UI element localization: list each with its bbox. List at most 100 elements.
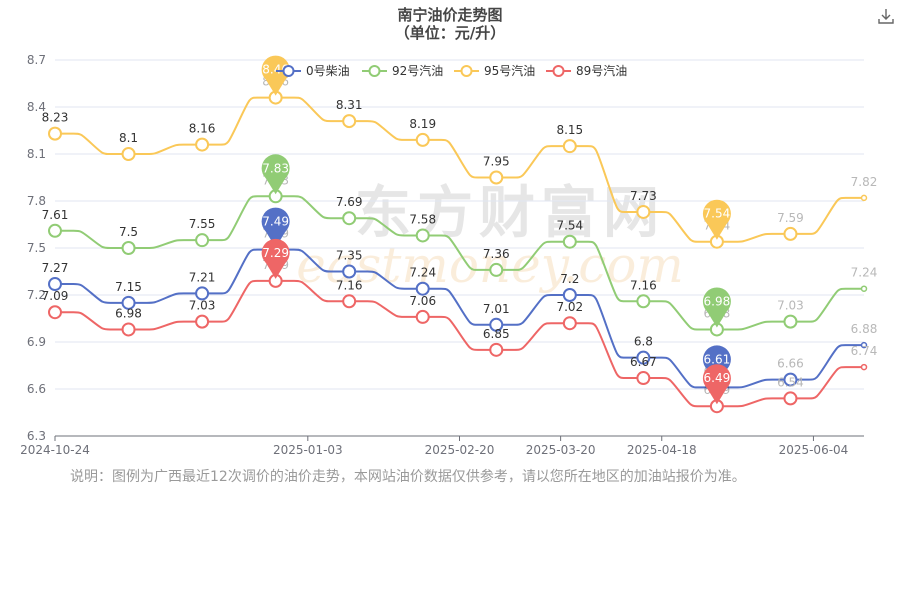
data-point bbox=[489, 170, 504, 185]
data-point bbox=[195, 233, 210, 248]
legend[interactable]: 0号柴油 92号汽油 95号汽油 89号汽油 bbox=[276, 63, 627, 78]
y-tick-label: 6.6 bbox=[27, 382, 46, 396]
data-label: 6.85 bbox=[483, 327, 510, 341]
data-point bbox=[562, 234, 577, 249]
download-icon[interactable] bbox=[876, 6, 896, 26]
data-label: 6.66 bbox=[777, 357, 804, 371]
data-point bbox=[415, 228, 430, 243]
data-label: 6.54 bbox=[777, 375, 804, 389]
data-label: 6.8 bbox=[634, 335, 653, 349]
pin-head bbox=[702, 287, 731, 316]
data-point bbox=[415, 132, 430, 147]
data-point bbox=[489, 342, 504, 357]
legend-marker bbox=[460, 65, 473, 77]
data-label: 7.03 bbox=[777, 299, 804, 313]
pin-label: 6.98 bbox=[704, 294, 731, 308]
legend-marker bbox=[552, 65, 565, 77]
labels-layer: 7.27 7.15 7.21 7.49 7.35 7.24 7.01 7.2 6.8 6.61 6.… bbox=[42, 75, 878, 398]
data-point bbox=[48, 223, 62, 238]
data-point bbox=[48, 277, 62, 292]
data-point bbox=[415, 309, 430, 324]
data-point bbox=[860, 285, 868, 292]
x-axis: 2024-10-24 2025-01-03 2025-02-20 2025-03-20… bbox=[20, 435, 864, 457]
data-label: 7.61 bbox=[42, 208, 69, 222]
pin-head bbox=[702, 364, 731, 393]
x-tick-label: 2025-02-20 bbox=[425, 443, 495, 457]
legend-marker bbox=[282, 65, 295, 77]
data-label: 8.19 bbox=[409, 117, 436, 131]
legend-item[interactable]: 0号柴油 bbox=[276, 64, 350, 78]
data-label: 6.88 bbox=[851, 322, 878, 336]
legend-label: 92号汽油 bbox=[392, 63, 443, 78]
data-label: 6.74 bbox=[851, 344, 878, 358]
series-line bbox=[55, 279, 864, 408]
pin-label: 7.49 bbox=[262, 215, 289, 229]
pin-head bbox=[261, 55, 290, 84]
data-label: 7.2 bbox=[560, 272, 579, 286]
data-point bbox=[562, 139, 577, 154]
data-point bbox=[121, 241, 136, 255]
data-label: 8.15 bbox=[556, 123, 583, 137]
data-label: 7.69 bbox=[336, 195, 363, 209]
data-point bbox=[195, 314, 210, 329]
series-layer bbox=[48, 90, 868, 414]
pin-label: 6.49 bbox=[704, 371, 731, 385]
data-label: 7.06 bbox=[409, 294, 436, 308]
grid bbox=[55, 59, 864, 390]
legend-marker bbox=[368, 65, 381, 77]
data-point bbox=[562, 288, 577, 302]
y-tick-label: 8.4 bbox=[27, 100, 46, 114]
extreme-pin: 7.29 bbox=[261, 238, 290, 279]
data-label: 7.5 bbox=[119, 225, 138, 239]
data-label: 7.82 bbox=[851, 175, 878, 189]
data-label: 6.67 bbox=[630, 355, 657, 369]
data-point bbox=[48, 305, 62, 320]
x-tick-label: 2025-03-20 bbox=[526, 443, 596, 457]
data-label: 7.24 bbox=[409, 266, 436, 280]
pin-head bbox=[261, 207, 290, 236]
data-label: 7.54 bbox=[556, 219, 583, 233]
data-label: 7.95 bbox=[483, 155, 510, 169]
legend-item[interactable]: 89号汽油 bbox=[546, 63, 627, 78]
y-tick-label: 7.5 bbox=[27, 241, 46, 255]
data-label: 7.58 bbox=[409, 212, 436, 226]
data-point bbox=[489, 262, 504, 277]
extreme-pin: 7.54 bbox=[702, 199, 731, 240]
data-point bbox=[489, 317, 504, 332]
data-point bbox=[636, 294, 651, 309]
data-label: 7.03 bbox=[189, 299, 216, 313]
data-point bbox=[121, 147, 136, 161]
data-label: 7.73 bbox=[630, 189, 657, 203]
series-line bbox=[55, 248, 864, 389]
data-label: 8.23 bbox=[42, 111, 69, 125]
chart-title: 南宁油价走势图 bbox=[397, 6, 502, 24]
extreme-pin: 7.83 bbox=[261, 154, 290, 195]
pin-head bbox=[261, 154, 290, 183]
data-label: 8.1 bbox=[119, 131, 138, 145]
legend-label: 89号汽油 bbox=[576, 63, 627, 78]
data-label: 7.36 bbox=[483, 247, 510, 261]
legend-item[interactable]: 95号汽油 bbox=[454, 63, 535, 78]
y-tick-label: 7.8 bbox=[27, 194, 46, 208]
y-tick-label: 6.3 bbox=[27, 429, 46, 443]
y-tick-label: 8.1 bbox=[27, 147, 46, 161]
data-point bbox=[783, 226, 798, 241]
legend-item[interactable]: 92号汽油 bbox=[362, 63, 443, 78]
legend-label: 0号柴油 bbox=[306, 64, 350, 78]
legend-label: 95号汽油 bbox=[484, 63, 535, 78]
data-point bbox=[860, 341, 868, 349]
extreme-pin: 8.46 bbox=[261, 55, 290, 96]
data-point bbox=[121, 322, 136, 337]
data-point bbox=[783, 314, 798, 329]
data-point bbox=[860, 363, 868, 371]
y-tick-label: 7.2 bbox=[27, 288, 46, 302]
data-label: 6.98 bbox=[115, 306, 142, 320]
series-line bbox=[55, 96, 864, 243]
data-label: 7.02 bbox=[556, 300, 583, 314]
pin-label: 7.54 bbox=[704, 207, 731, 221]
data-label: 7.55 bbox=[189, 217, 216, 231]
y-axis: 6.3 6.6 6.9 7.2 7.5 7.8 8.1 8.4 8.7 bbox=[27, 53, 46, 443]
data-label: 7.15 bbox=[115, 280, 142, 294]
x-tick-label: 2025-01-03 bbox=[273, 443, 343, 457]
data-point bbox=[342, 264, 357, 279]
